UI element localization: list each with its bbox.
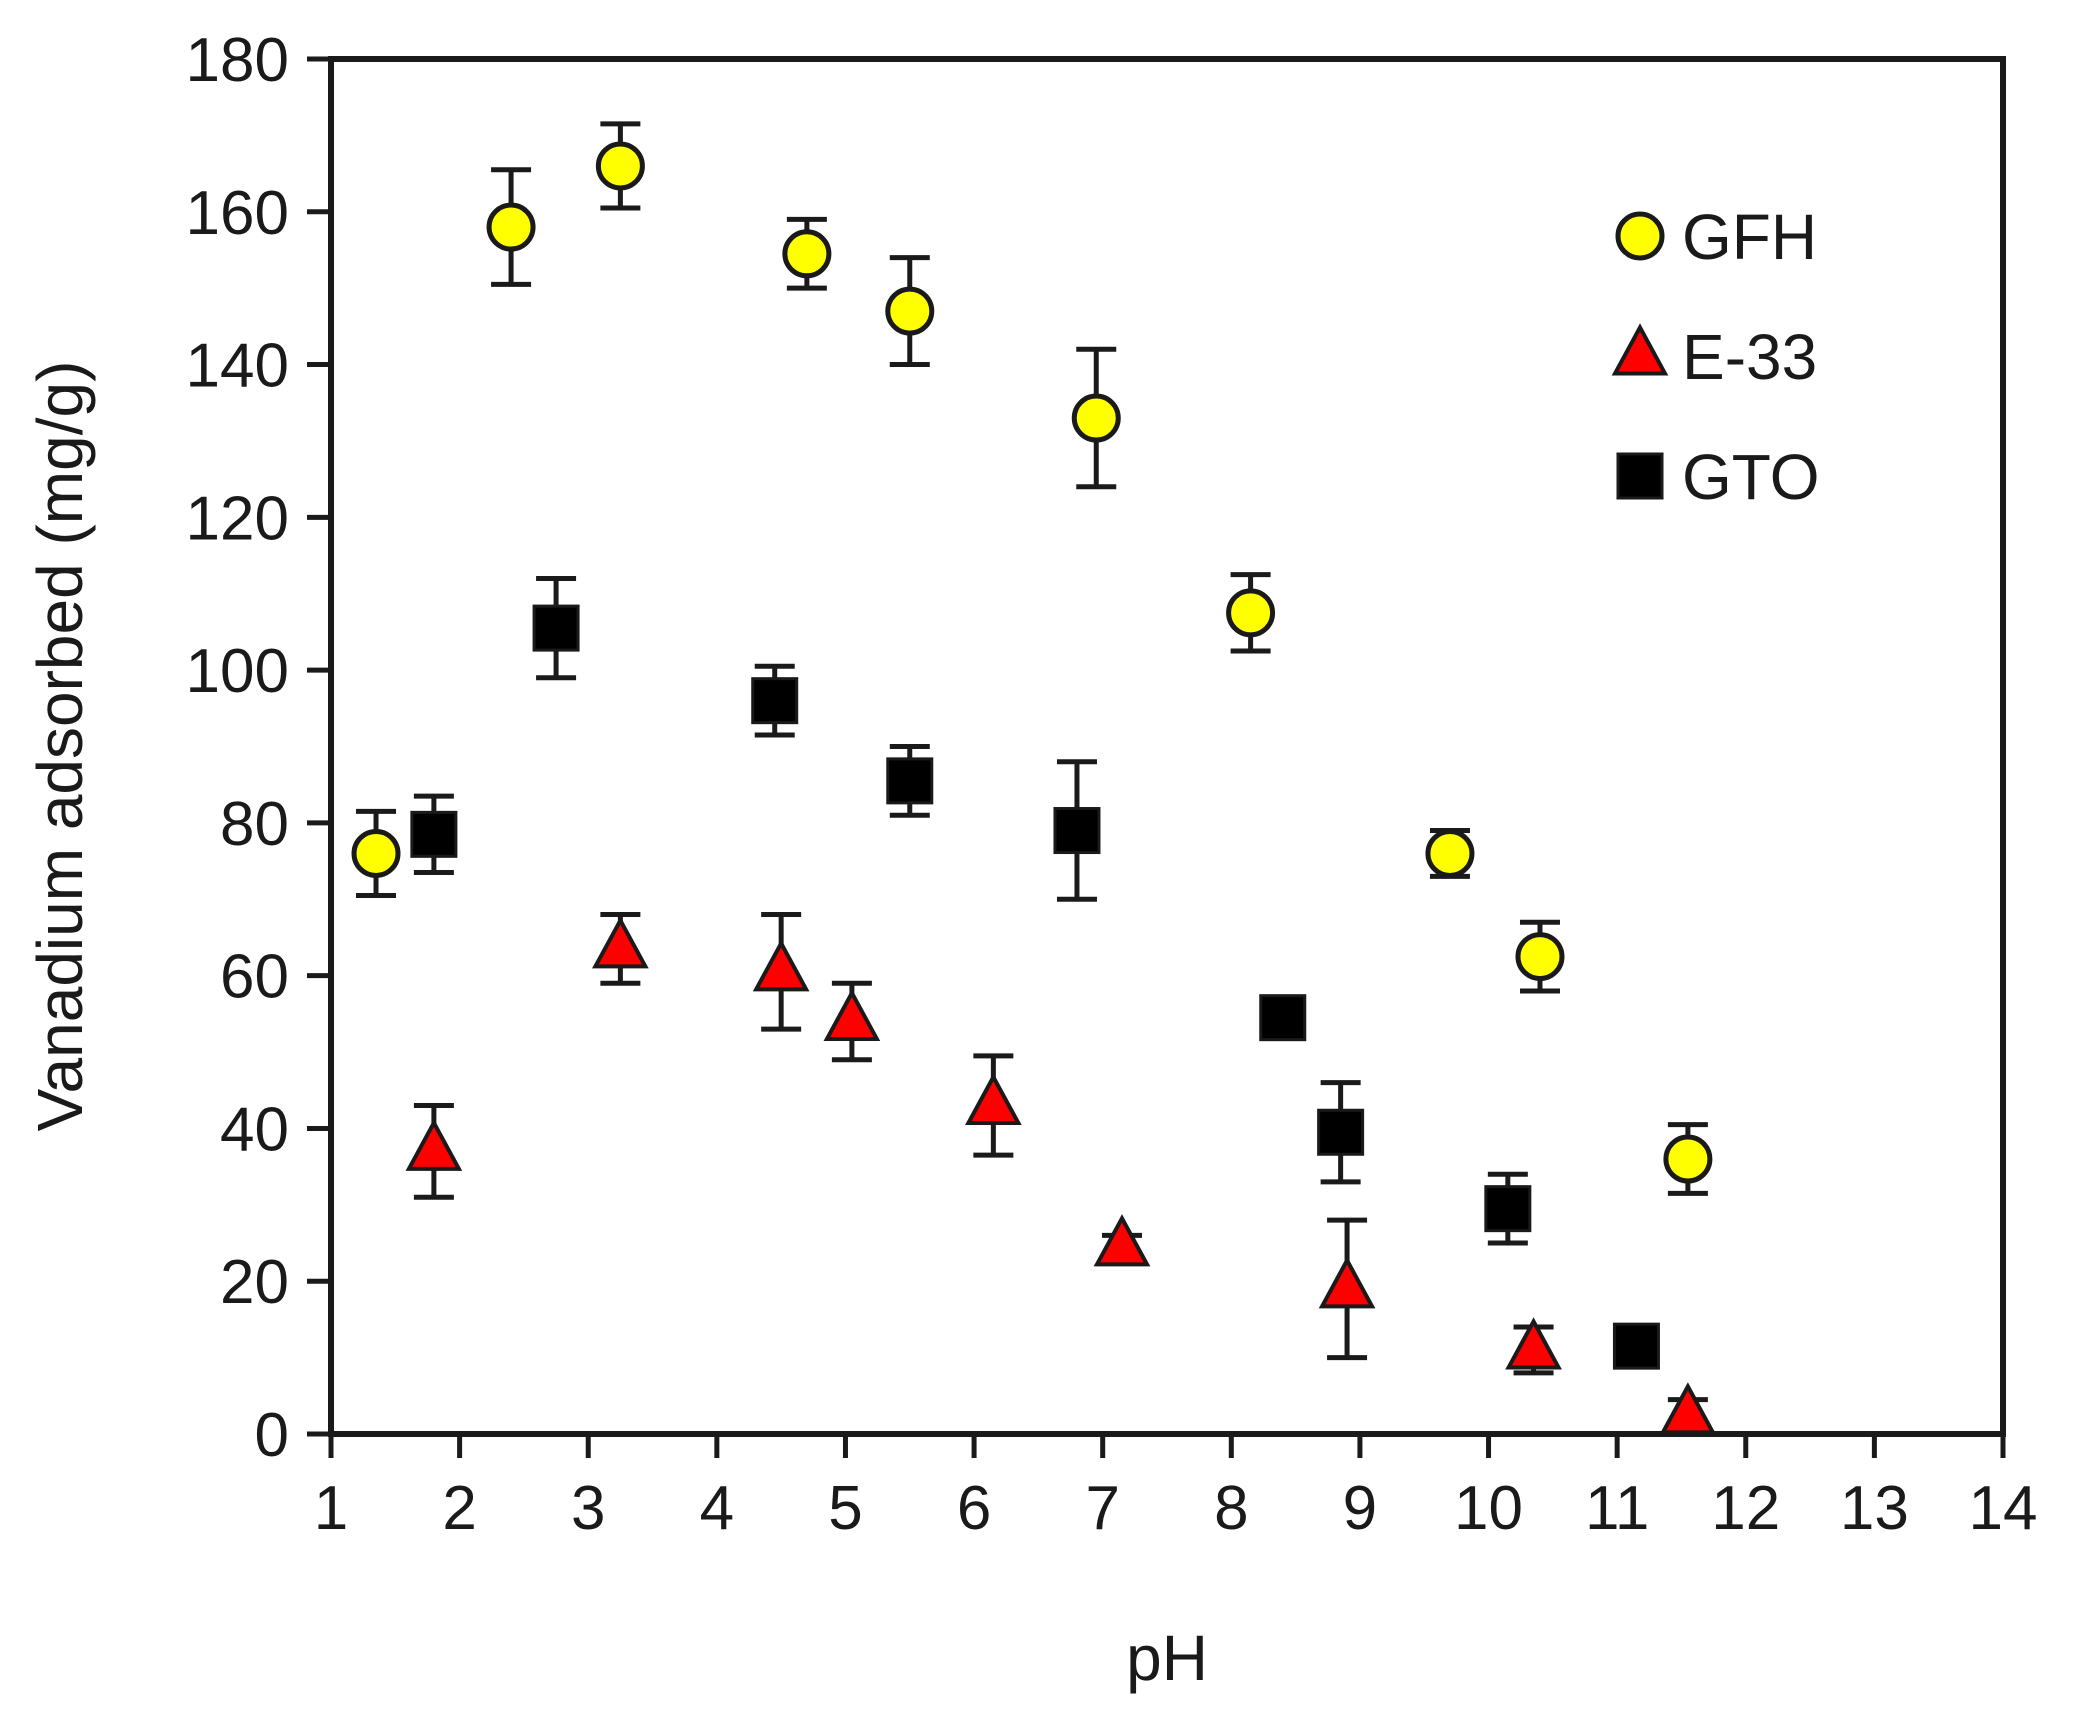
gto-point: [886, 757, 934, 805]
legend-marker-gfh: [1615, 211, 1665, 261]
gto-point: [751, 677, 799, 725]
legend-marker-e-33: [1611, 323, 1669, 376]
e-33-point: [1318, 1256, 1376, 1309]
x-tick-label: 4: [700, 1474, 734, 1543]
x-tick-label: 2: [442, 1474, 476, 1543]
y-tick-label: 60: [220, 943, 289, 1012]
gfh-point: [1425, 828, 1475, 878]
x-tick-label: 13: [1840, 1474, 1909, 1543]
y-tick-label: 120: [186, 484, 289, 553]
e-33-point: [1505, 1317, 1562, 1370]
x-tick-label: 7: [1085, 1474, 1119, 1543]
x-tick-label: 1: [314, 1474, 348, 1543]
gfh-point: [1663, 1134, 1713, 1184]
y-tick-label: 40: [220, 1095, 289, 1164]
x-tick-label: 11: [1585, 1474, 1649, 1543]
e-33-point: [752, 939, 810, 992]
gfh-point: [595, 141, 645, 191]
gfh-point: [351, 828, 401, 878]
x-tick-label: 6: [957, 1474, 991, 1543]
x-axis-title: pH: [1126, 1622, 1208, 1694]
y-axis-title: Vanadium adsorbed (mg/g): [24, 361, 96, 1132]
y-tick-label: 100: [186, 637, 289, 706]
e-33-point: [1093, 1214, 1151, 1267]
y-tick-label: 160: [186, 179, 289, 248]
gto-point: [1317, 1108, 1365, 1156]
error-bars-layer: [356, 121, 1708, 1433]
gfh-point: [885, 286, 935, 336]
y-axis-ticks: 0 20 40 60 80 100 120 140 160 180: [186, 26, 331, 1470]
gfh-point: [782, 229, 832, 279]
x-tick-label: 14: [1969, 1474, 2038, 1543]
gto-point: [1484, 1185, 1532, 1233]
x-axis-ticks: 1 2 3 4 5 6 7 8 9 10 11 12 13 14: [314, 1434, 2038, 1543]
y-tick-label: 180: [186, 26, 289, 95]
x-tick-label: 10: [1454, 1474, 1523, 1543]
gfh-point: [1071, 393, 1121, 443]
legend-label-gto: GTO: [1682, 441, 1820, 513]
legend: GFH E-33 GTO: [1611, 201, 1820, 513]
e-33-point: [1659, 1382, 1717, 1435]
gto-point: [532, 604, 580, 652]
e-33-point: [405, 1118, 463, 1171]
legend-label-e-33: E-33: [1682, 321, 1817, 393]
plot-frame: [328, 56, 2006, 1437]
legend-label-gfh: GFH: [1682, 201, 1817, 273]
gto-point: [1259, 994, 1307, 1042]
x-tick-label: 12: [1711, 1474, 1780, 1543]
points-layer: [351, 141, 1717, 1435]
gfh-point: [1226, 588, 1276, 638]
y-tick-label: 140: [186, 332, 289, 401]
gto-point: [1053, 807, 1101, 855]
x-tick-label: 9: [1343, 1474, 1377, 1543]
e-33-point: [823, 988, 881, 1041]
gfh-point: [486, 202, 536, 252]
y-tick-label: 0: [255, 1401, 289, 1470]
legend-marker-gto: [1616, 452, 1664, 500]
y-tick-label: 80: [220, 790, 289, 859]
gto-point: [410, 810, 458, 858]
x-tick-label: 3: [571, 1474, 605, 1543]
gfh-point: [1515, 932, 1565, 982]
e-33-point: [965, 1072, 1022, 1126]
x-tick-label: 8: [1214, 1474, 1248, 1543]
x-tick-label: 5: [828, 1474, 862, 1543]
e-33-point: [592, 916, 649, 969]
gto-point: [1612, 1322, 1660, 1370]
y-tick-label: 20: [220, 1248, 289, 1317]
